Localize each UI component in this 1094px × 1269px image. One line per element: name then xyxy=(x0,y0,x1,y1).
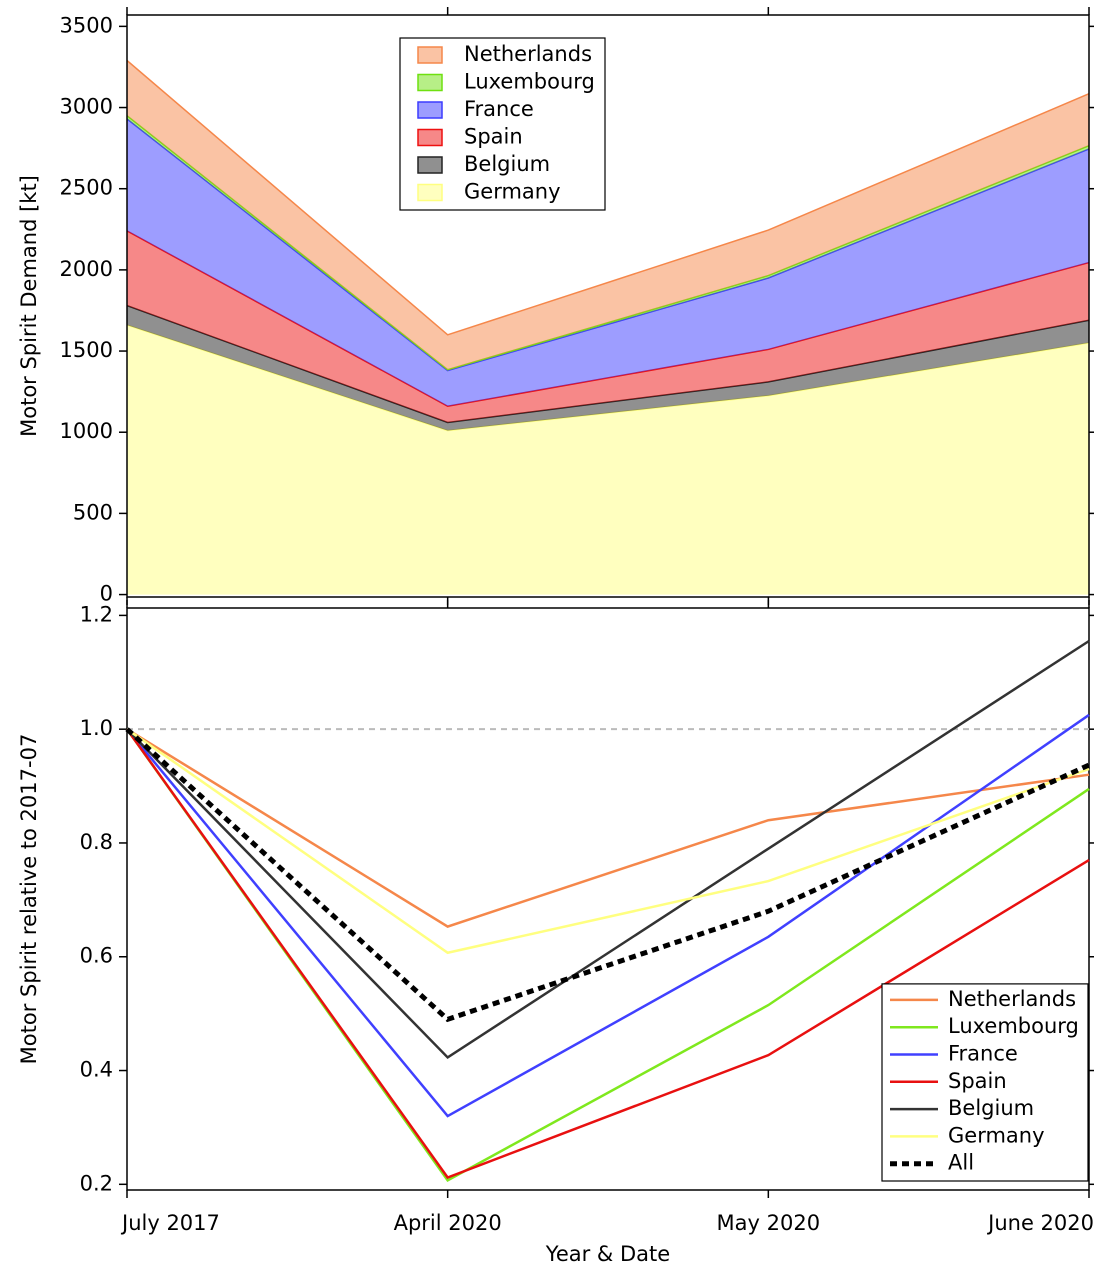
y-tick-label: 2000 xyxy=(60,257,113,281)
legend-swatch xyxy=(417,183,443,202)
y-tick-label: 0.2 xyxy=(80,1171,113,1195)
area xyxy=(127,118,1089,407)
legend-swatch xyxy=(417,128,443,147)
area xyxy=(127,325,1089,595)
legend-box xyxy=(399,37,606,211)
x-tick-label: July 2017 xyxy=(120,1211,220,1235)
legend-label: Luxembourg xyxy=(948,1014,1079,1038)
y-tick-label: 1.0 xyxy=(80,716,113,740)
x-tick-label: June 2020 xyxy=(986,1211,1094,1235)
x-tick-label: May 2020 xyxy=(717,1211,821,1235)
plot-frame xyxy=(126,14,1090,598)
legend-label: Spain xyxy=(464,125,523,149)
area-edge xyxy=(126,59,1090,336)
area xyxy=(127,60,1089,370)
x-tick-label: April 2020 xyxy=(394,1211,502,1235)
y-tick-label: 0 xyxy=(100,582,113,606)
y-tick-label: 0.4 xyxy=(80,1058,113,1082)
y-axis-title: Motor Spirit relative to 2017-07 xyxy=(17,734,41,1065)
y-tick-label: 500 xyxy=(73,500,113,524)
legend-swatch xyxy=(417,101,443,119)
line xyxy=(126,728,1090,928)
legend-label: Netherlands xyxy=(948,987,1076,1011)
line xyxy=(125,727,1091,1023)
area xyxy=(127,305,1089,431)
legend-swatch xyxy=(417,156,443,174)
legend-label: Luxembourg xyxy=(464,70,595,94)
plot-frame xyxy=(126,607,1090,1191)
legend-label: Belgium xyxy=(464,152,550,176)
legend-label: Germany xyxy=(464,180,561,204)
x-axis-title: Year & Date xyxy=(545,1242,670,1266)
area xyxy=(127,230,1089,423)
y-tick-label: 1.2 xyxy=(80,602,113,626)
line xyxy=(125,728,1090,1179)
legend-label: France xyxy=(948,1042,1018,1066)
y-tick-label: 0.6 xyxy=(80,944,113,968)
y-axis-title: Motor Spirit Demand [kt] xyxy=(17,175,41,437)
legend-label: Spain xyxy=(948,1069,1007,1093)
legend-label: Germany xyxy=(948,1123,1045,1147)
legend-label: All xyxy=(948,1151,974,1175)
y-tick-label: 0.8 xyxy=(80,830,113,854)
legend-swatch xyxy=(417,73,443,92)
y-tick-label: 1000 xyxy=(60,419,113,443)
y-tick-label: 2500 xyxy=(60,176,113,200)
legend-swatch xyxy=(417,46,443,64)
line xyxy=(126,639,1090,1060)
line xyxy=(126,728,1090,955)
y-tick-label: 3000 xyxy=(60,95,113,119)
legend-label: France xyxy=(464,97,534,121)
y-tick-label: 3500 xyxy=(60,13,113,37)
y-tick-label: 1500 xyxy=(60,338,113,362)
legend-label: Belgium xyxy=(948,1096,1034,1120)
legend-label: Netherlands xyxy=(464,42,592,66)
